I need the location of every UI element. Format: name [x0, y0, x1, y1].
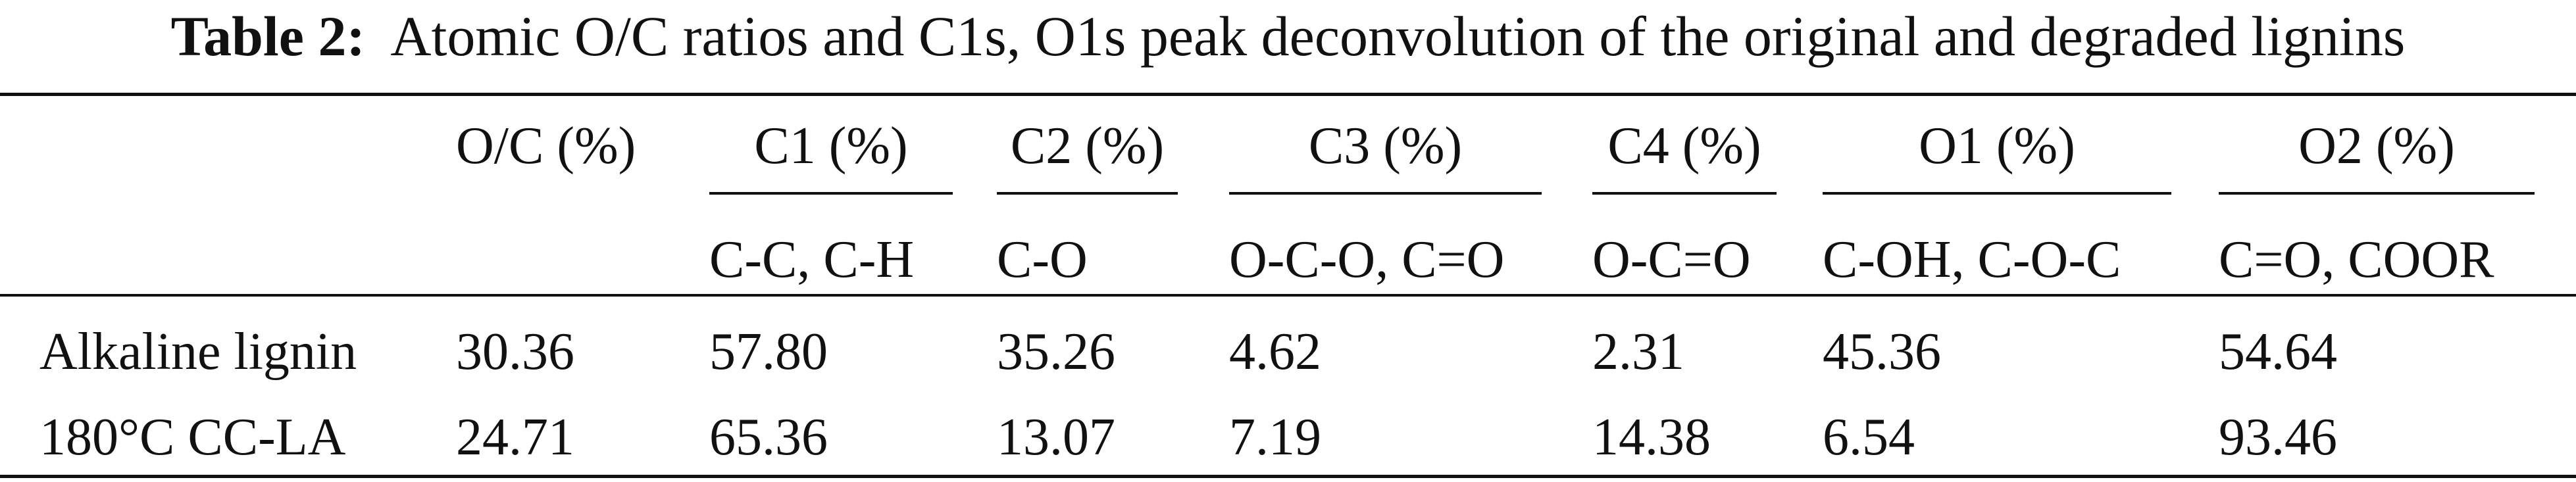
table-top-rule: [0, 93, 2576, 96]
row-1-c1: 57.80: [709, 323, 828, 381]
subheader-c3: O-C-O, C=O: [1229, 231, 1505, 289]
subheader-o1: C-OH, C-O-C: [1823, 231, 2121, 289]
row-1-oc: 30.36: [456, 323, 574, 381]
table-header-rule: [0, 294, 2576, 297]
table-bottom-rule: [0, 475, 2576, 478]
row-2-c3: 7.19: [1229, 408, 1321, 466]
subheader-c2: C-O: [997, 231, 1088, 289]
header-o1: O1 (%): [1919, 117, 2075, 175]
subheader-c1: C-C, C-H: [709, 231, 915, 289]
row-2-c2: 13.07: [997, 408, 1115, 466]
header-c1-underline: [709, 192, 953, 195]
row-1-c4: 2.31: [1592, 323, 1684, 381]
header-o1-underline: [1823, 192, 2171, 195]
header-c3-underline: [1229, 192, 1542, 195]
header-c2-underline: [997, 192, 1178, 195]
row-2-sample: 180°C CC-LA: [39, 408, 346, 466]
row-2-o2: 93.46: [2219, 408, 2337, 466]
row-2-o1: 6.54: [1823, 408, 1915, 466]
header-c4: C4 (%): [1607, 117, 1761, 175]
subheader-o2: C=O, COOR: [2219, 231, 2494, 289]
row-1-sample: Alkaline lignin: [39, 323, 357, 381]
row-1-c2: 35.26: [997, 323, 1115, 381]
caption-text: Atomic O/C ratios and C1s, O1s peak deco…: [390, 5, 2406, 68]
row-1-o1: 45.36: [1823, 323, 1941, 381]
header-o2: O2 (%): [2298, 117, 2455, 175]
subheader-c4: O-C=O: [1592, 231, 1751, 289]
row-2-c4: 14.38: [1592, 408, 1711, 466]
row-2-oc: 24.71: [456, 408, 574, 466]
header-c2: C2 (%): [1010, 117, 1165, 175]
header-c1: C1 (%): [754, 117, 908, 175]
row-1-c3: 4.62: [1229, 323, 1321, 381]
table-caption: Table 2: Atomic O/C ratios and C1s, O1s …: [0, 0, 2576, 72]
row-1-o2: 54.64: [2219, 323, 2337, 381]
header-c4-underline: [1592, 192, 1777, 195]
header-o2-underline: [2219, 192, 2535, 195]
row-2-c1: 65.36: [709, 408, 828, 466]
caption-label: Table 2:: [170, 5, 366, 68]
header-c3: C3 (%): [1308, 117, 1463, 175]
header-oc: O/C (%): [456, 117, 636, 175]
